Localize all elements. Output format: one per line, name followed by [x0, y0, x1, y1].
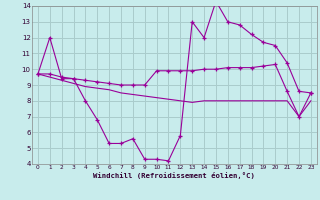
X-axis label: Windchill (Refroidissement éolien,°C): Windchill (Refroidissement éolien,°C): [93, 172, 255, 179]
